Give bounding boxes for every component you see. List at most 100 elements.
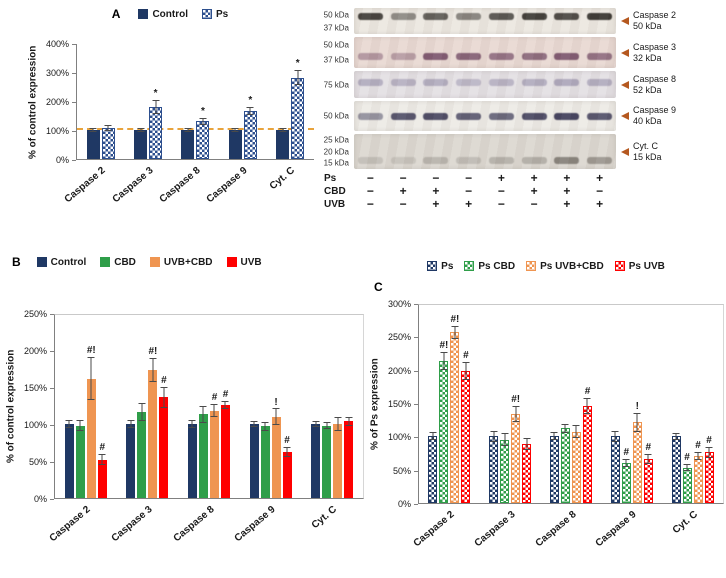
error-bar (440, 352, 448, 370)
plot-area: Caspase 2 * Caspase 3 * Caspase 8 * Caspase 9 *… (63, 44, 314, 205)
bar-slot-control (249, 315, 259, 498)
legend-label: Ps (215, 8, 229, 20)
bar-cluster: # # # (671, 305, 714, 503)
condition-sign: + (596, 197, 604, 211)
bar-uvb-cbd (271, 416, 281, 498)
y-tick-label: 250% (387, 332, 419, 343)
error-bar (279, 127, 287, 133)
error-bar (572, 425, 580, 439)
condition-sign: + (432, 184, 440, 198)
blot-target-kda: 52 kDa (633, 84, 662, 95)
error-bar (283, 446, 291, 458)
condition-row-uvb: UVB − − + + − − + + (314, 198, 724, 211)
error-bar (323, 421, 331, 430)
bar-cluster: #! # (126, 315, 169, 498)
blot-strip-image (354, 134, 616, 169)
bar-slot-ps: * (149, 44, 163, 159)
protein-band (390, 52, 416, 60)
category-group-caspase-9: #! # Caspase 9 (594, 305, 653, 549)
bar-ps (196, 121, 210, 159)
legend-swatch (526, 261, 537, 271)
protein-band (357, 113, 383, 120)
bar-control (311, 424, 321, 498)
category-group-caspase-9: * Caspase 9 (205, 44, 257, 205)
bar-ps (291, 77, 305, 159)
x-category-label: Cyt. C (268, 165, 298, 193)
protein-band (423, 156, 449, 164)
y-tick-label: 200% (23, 346, 55, 356)
bar-cluster: * (181, 44, 210, 159)
error-bar (512, 406, 520, 423)
bar-control (86, 130, 100, 159)
condition-sign: + (399, 184, 407, 198)
reference-line-100pct (77, 128, 314, 130)
category-group-caspase-8: # # Caspase 8 (171, 315, 230, 544)
protein-band (488, 13, 514, 21)
error-bar (550, 432, 558, 441)
condition-signs: − − − − + + + + (354, 172, 616, 185)
left-arrow-icon (621, 147, 629, 156)
bar-ps-cbd (439, 361, 449, 503)
y-tick-label: 200% (387, 365, 419, 376)
bar-slot-uvb-cbd: # (209, 315, 219, 498)
blot-target-kda: 40 kDa (633, 116, 662, 126)
panel-a-header: A Control Ps (26, 6, 314, 22)
condition-sign: + (530, 184, 538, 198)
significance-label: ! (274, 396, 278, 408)
bar-slot-cbd (75, 315, 85, 498)
bar-slot-ps (489, 305, 499, 503)
protein-band (357, 156, 383, 164)
blot-condition-rows: Ps − − − − + + + + CBD − + + − − + + − UVB − − + + − − + + (314, 172, 724, 211)
error-bar (583, 397, 591, 414)
x-category-label: Caspase 9 (593, 509, 639, 550)
bar-slot-ps (610, 305, 620, 503)
y-axis-title: % of Ps expression (369, 358, 381, 450)
bar-slot-ps (549, 305, 559, 503)
bar-uvb (97, 459, 107, 498)
bar-cluster: * (228, 44, 257, 159)
bar-cbd (75, 425, 85, 498)
bar-cluster (311, 315, 354, 498)
protein-band (390, 113, 416, 120)
bar-slot-ps-cbd: # (682, 305, 692, 503)
bar-ps (149, 106, 163, 159)
legend-item-ps: Ps (427, 261, 453, 272)
plot-area: #! # Caspase 2 #! # Caspase 3 # # Caspase 8! # Cas… (48, 314, 364, 544)
bar-ps-uvb (582, 405, 592, 503)
bar-ps-uvb (704, 452, 714, 503)
protein-band (554, 52, 580, 60)
legend-item-ps: Ps (201, 8, 229, 20)
panel-a-chart: % of control expression 0% 100% 200% 300% 400… (26, 39, 314, 205)
error-bar (672, 433, 680, 440)
condition-row-cbd: CBD − + + − − + + − (314, 185, 724, 198)
category-group-cyt-c: # # # Cyt. C (670, 305, 714, 536)
bar-cluster: # (549, 305, 592, 503)
bar-uvb (344, 421, 354, 498)
protein-band (554, 113, 580, 120)
bar-slot-ps-uvb: # (704, 305, 714, 503)
legend-label: Ps CBD (478, 260, 516, 272)
bar-slot-control (134, 44, 148, 159)
kda-marker: 20 kDa (323, 147, 349, 156)
bar-slot-control (64, 315, 74, 498)
error-bar (272, 408, 280, 425)
bar-slot-ps-uvb: # (461, 305, 471, 503)
kda-marker: 15 kDa (323, 158, 349, 168)
y-tick-label: 200% (45, 97, 77, 107)
protein-band (488, 79, 514, 87)
panel-c-letter: C (374, 280, 383, 294)
blot-annotation: Caspase 2 50 kDa (616, 8, 676, 34)
panel-a: A Control Ps % of control expression 0% 100… (26, 0, 314, 250)
panel-b-letter: B (12, 255, 21, 269)
bar-ps-uvb-cbd (632, 422, 642, 503)
protein-band (521, 52, 547, 60)
error-bar (611, 431, 619, 442)
blot-target-label: Caspase 8 52 kDa (633, 74, 676, 96)
error-bar (104, 125, 112, 132)
protein-band (456, 52, 482, 60)
bar-cluster: #! # (610, 305, 653, 503)
bar-slot-ps-uvb: # (582, 305, 592, 503)
bar-slot-ps-cbd: #! (439, 305, 449, 503)
bar-ps-cbd (621, 463, 631, 503)
y-tick-label: 150% (23, 383, 55, 393)
